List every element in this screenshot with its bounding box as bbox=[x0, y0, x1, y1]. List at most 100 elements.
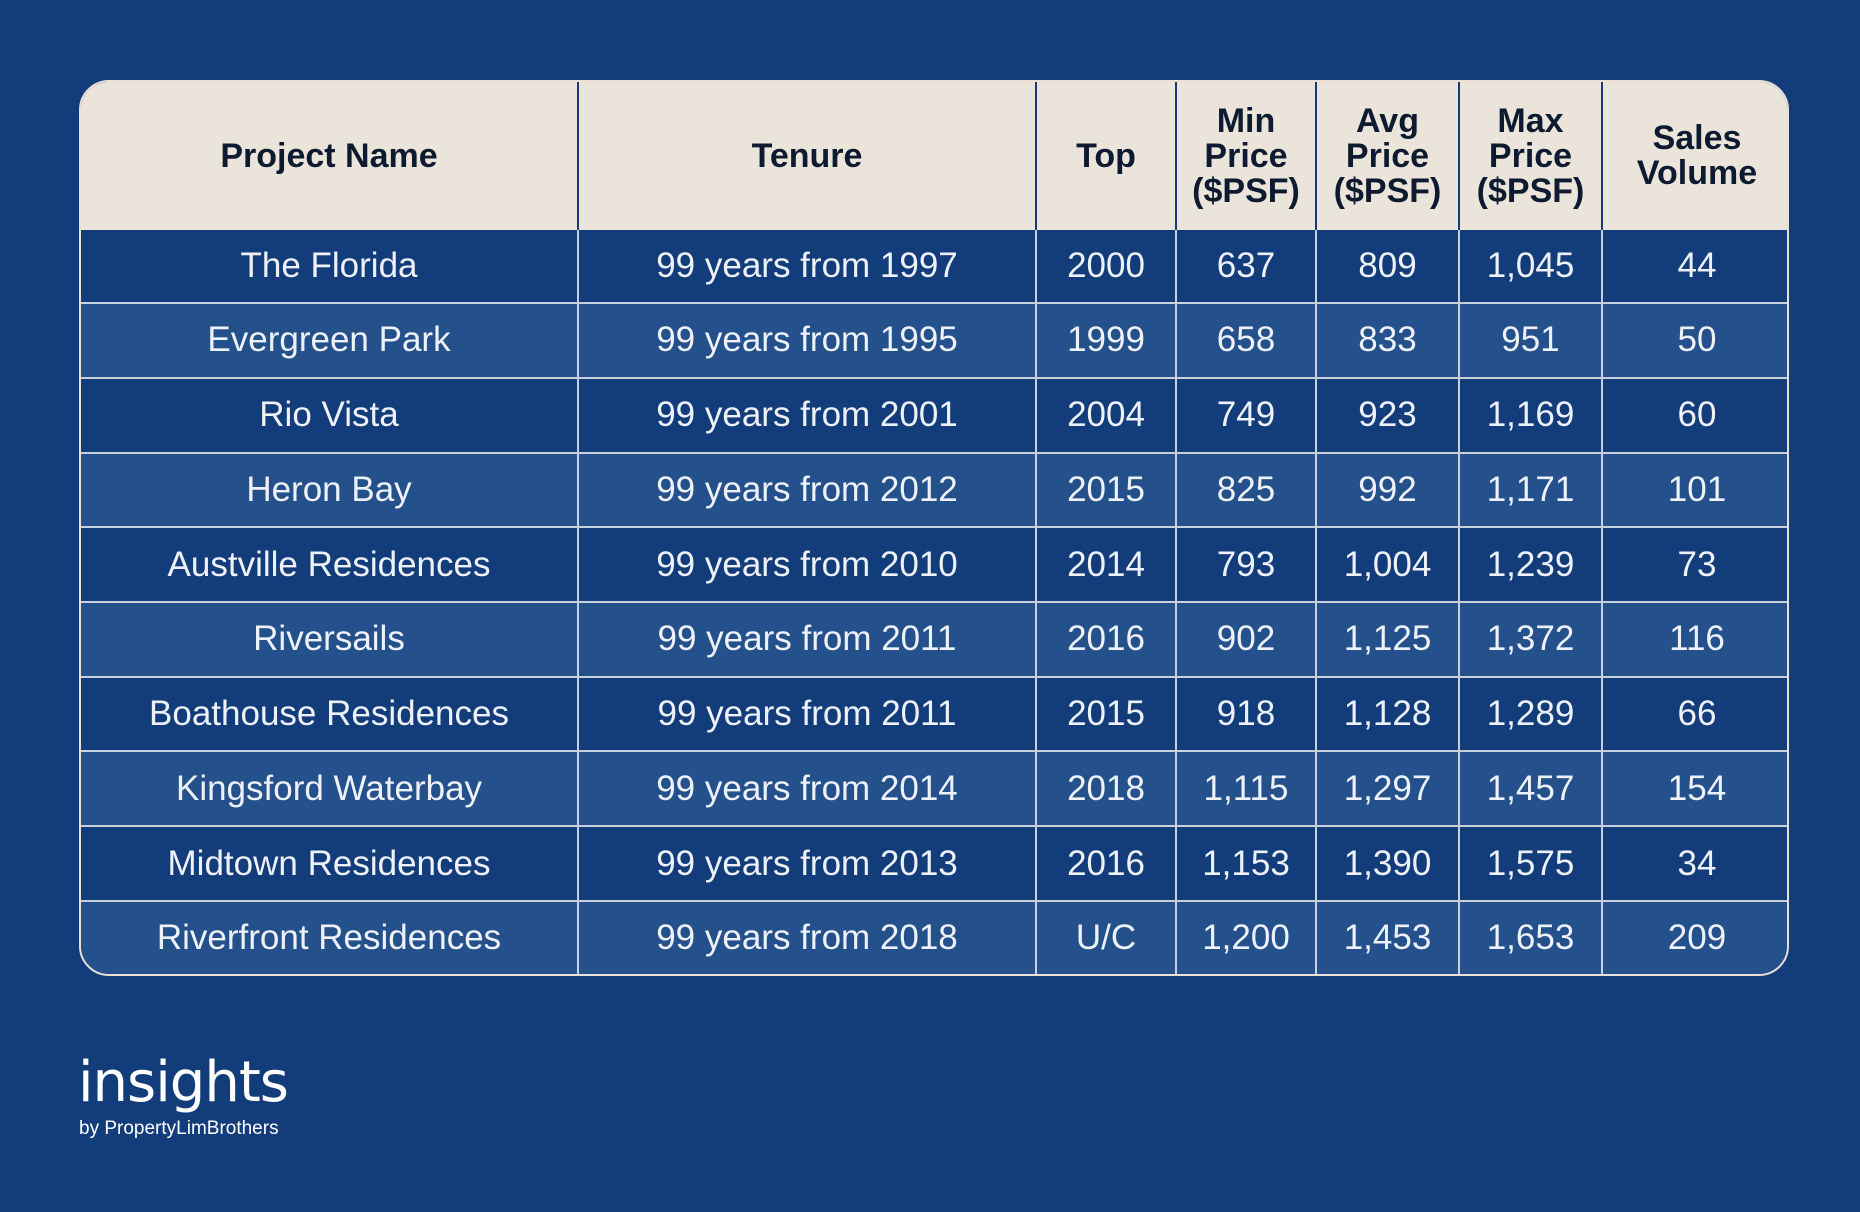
table-cell: 1,653 bbox=[1458, 899, 1602, 974]
price-table: Project Name Tenure Top Min Price ($PSF) Avg Pr… bbox=[81, 82, 1787, 974]
table-cell: 1,372 bbox=[1458, 600, 1602, 677]
table-cell: 50 bbox=[1601, 302, 1787, 378]
table-row: Austville Residences 99 years from 2010 20… bbox=[81, 526, 1787, 602]
table-cell: 99 years from 2001 bbox=[577, 376, 1036, 453]
table-cell: 1,004 bbox=[1315, 526, 1459, 602]
table-row: Evergreen Park 99 years from 1995 1999 658 8… bbox=[81, 302, 1787, 378]
table-cell: 992 bbox=[1315, 451, 1459, 528]
table-cell: 99 years from 2010 bbox=[577, 526, 1036, 602]
table-cell: Riversails bbox=[81, 600, 578, 677]
table-cell: Austville Residences bbox=[81, 526, 578, 602]
table-cell: 1,239 bbox=[1458, 526, 1602, 602]
table-cell: 951 bbox=[1458, 302, 1602, 378]
table-cell: Midtown Residences bbox=[81, 825, 578, 901]
table-cell: 1,115 bbox=[1175, 750, 1316, 827]
column-header-3: Min Price ($PSF) bbox=[1175, 82, 1316, 230]
table-cell: 1,171 bbox=[1458, 451, 1602, 528]
table-cell: 154 bbox=[1601, 750, 1787, 827]
table-row: Riverfront Residences 99 years from 2018 U… bbox=[81, 899, 1787, 974]
table-cell: 73 bbox=[1601, 526, 1787, 602]
table-cell: 1,575 bbox=[1458, 825, 1602, 901]
table-row: Boathouse Residences 99 years from 2011 20… bbox=[81, 675, 1787, 752]
table-cell: 2014 bbox=[1035, 526, 1176, 602]
column-header-line: Avg bbox=[1356, 101, 1419, 140]
table-cell: 809 bbox=[1315, 230, 1459, 304]
column-header-line: Volume bbox=[1636, 154, 1758, 192]
column-header-line: ($PSF) bbox=[1333, 171, 1442, 210]
table-cell: 918 bbox=[1175, 675, 1316, 752]
column-header-line: Max bbox=[1497, 101, 1564, 140]
table-cell: 99 years from 2013 bbox=[577, 825, 1036, 901]
table-cell: The Florida bbox=[81, 230, 578, 304]
column-header-5: Max Price ($PSF) bbox=[1458, 82, 1602, 230]
column-header-line: Tenure bbox=[751, 136, 863, 175]
price-table-container: Project Name Tenure Top Min Price ($PSF) Avg Pr… bbox=[79, 80, 1789, 976]
table-cell: 60 bbox=[1601, 376, 1787, 453]
table-cell: 44 bbox=[1601, 230, 1787, 304]
table-cell: 833 bbox=[1315, 302, 1459, 378]
column-header-1: Tenure bbox=[577, 82, 1036, 230]
table-cell: 34 bbox=[1601, 825, 1787, 901]
table-cell: 1,453 bbox=[1315, 899, 1459, 974]
table-cell: 99 years from 2012 bbox=[577, 451, 1036, 528]
table-cell: 658 bbox=[1175, 302, 1316, 378]
table-cell: 66 bbox=[1601, 675, 1787, 752]
table-cell: Boathouse Residences bbox=[81, 675, 578, 752]
column-header-line: ($PSF) bbox=[1192, 171, 1300, 210]
table-row: Midtown Residences 99 years from 2013 2016… bbox=[81, 825, 1787, 901]
table-cell: 1,200 bbox=[1175, 899, 1316, 974]
table-header-row: Project Name Tenure Top Min Price ($PSF) Avg Pr… bbox=[81, 82, 1787, 230]
table-cell: 637 bbox=[1175, 230, 1316, 304]
table-cell: 99 years from 1995 bbox=[577, 302, 1036, 378]
column-header-0: Project Name bbox=[81, 82, 578, 230]
table-cell: 99 years from 2011 bbox=[577, 600, 1036, 677]
table-cell: 116 bbox=[1601, 600, 1787, 677]
table-cell: U/C bbox=[1035, 899, 1176, 974]
table-cell: 1999 bbox=[1035, 302, 1176, 378]
brand-subtitle: by PropertyLimBrothers bbox=[79, 1118, 279, 1139]
brand-title: insights bbox=[78, 1050, 289, 1115]
table-cell: 2016 bbox=[1035, 600, 1176, 677]
table-cell: 902 bbox=[1175, 600, 1316, 677]
table-cell: 2004 bbox=[1035, 376, 1176, 453]
table-cell: 99 years from 2018 bbox=[577, 899, 1036, 974]
table-cell: 793 bbox=[1175, 526, 1316, 602]
table-cell: Kingsford Waterbay bbox=[81, 750, 578, 827]
table-cell: Evergreen Park bbox=[81, 302, 578, 378]
table-cell: 1,289 bbox=[1458, 675, 1602, 752]
table-cell: 2015 bbox=[1035, 451, 1176, 528]
column-header-line: Sales bbox=[1652, 119, 1742, 157]
column-header-line: Min bbox=[1216, 101, 1276, 140]
table-cell: 1,153 bbox=[1175, 825, 1316, 901]
table-cell: 2016 bbox=[1035, 825, 1176, 901]
table-cell: 2018 bbox=[1035, 750, 1176, 827]
column-header-2: Top bbox=[1035, 82, 1176, 230]
table-cell: 1,297 bbox=[1315, 750, 1459, 827]
table-cell: Riverfront Residences bbox=[81, 899, 578, 974]
table-cell: 101 bbox=[1601, 451, 1787, 528]
column-header-line: Project Name bbox=[220, 136, 438, 175]
table-cell: 209 bbox=[1601, 899, 1787, 974]
table-cell: 1,045 bbox=[1458, 230, 1602, 304]
table-cell: 99 years from 2011 bbox=[577, 675, 1036, 752]
table-cell: 923 bbox=[1315, 376, 1459, 453]
column-header-line: Top bbox=[1076, 136, 1136, 175]
column-header-line: ($PSF) bbox=[1476, 171, 1585, 210]
table-cell: 1,457 bbox=[1458, 750, 1602, 827]
column-header-4: Avg Price ($PSF) bbox=[1315, 82, 1459, 230]
table-cell: 1,390 bbox=[1315, 825, 1459, 901]
table-row: Kingsford Waterbay 99 years from 2014 2018… bbox=[81, 750, 1787, 827]
table-body: The Florida 99 years from 1997 2000 637 809 1… bbox=[81, 230, 1787, 974]
table-row: The Florida 99 years from 1997 2000 637 809 1… bbox=[81, 230, 1787, 304]
table-cell: 99 years from 1997 bbox=[577, 230, 1036, 304]
table-cell: Heron Bay bbox=[81, 451, 578, 528]
column-header-line: Price bbox=[1204, 136, 1288, 175]
table-cell: 825 bbox=[1175, 451, 1316, 528]
table-row: Heron Bay 99 years from 2012 2015 825 992 1,1… bbox=[81, 451, 1787, 528]
table-row: Riversails 99 years from 2011 2016 902 1,125… bbox=[81, 600, 1787, 677]
table-cell: 2000 bbox=[1035, 230, 1176, 304]
table-cell: 749 bbox=[1175, 376, 1316, 453]
table-row: Rio Vista 99 years from 2001 2004 749 923 1,1… bbox=[81, 376, 1787, 453]
table-cell: 1,128 bbox=[1315, 675, 1459, 752]
table-cell: 99 years from 2014 bbox=[577, 750, 1036, 827]
